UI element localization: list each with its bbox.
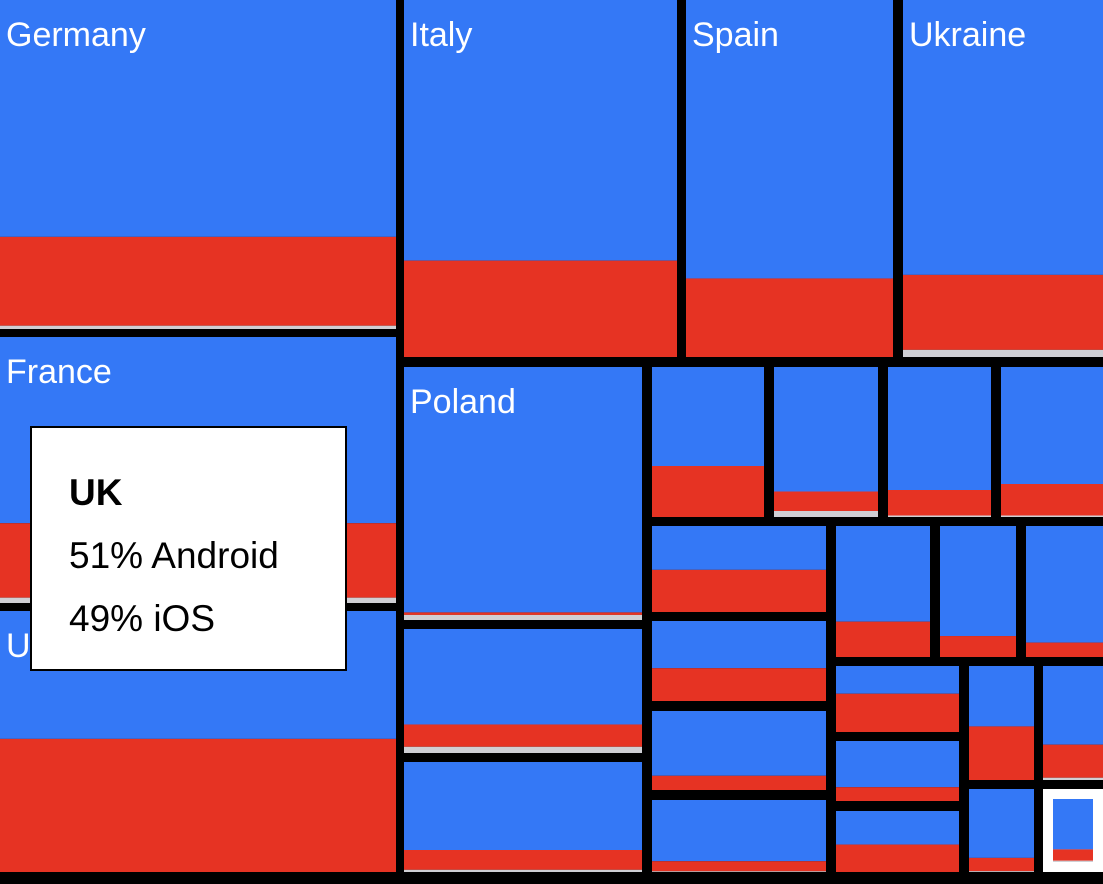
- ios-segment-8[interactable]: [774, 367, 878, 492]
- ios-segment-9[interactable]: [888, 367, 991, 490]
- ios-segment-18[interactable]: [652, 711, 826, 776]
- ios-segment-25[interactable]: [969, 789, 1034, 858]
- other-segment-16[interactable]: [404, 869, 642, 872]
- ios-segment-7[interactable]: [652, 367, 764, 466]
- android-segment-24[interactable]: [836, 844, 959, 872]
- android-segment-15[interactable]: [404, 724, 642, 747]
- android-segment-12[interactable]: [836, 621, 930, 657]
- ios-segment-26[interactable]: [1053, 799, 1093, 850]
- android-segment-21[interactable]: [969, 726, 1034, 780]
- android-segment-18[interactable]: [652, 775, 826, 790]
- other-segment-22[interactable]: [1043, 777, 1103, 780]
- other-segment-10[interactable]: [1001, 515, 1103, 518]
- other-segment-6[interactable]: [404, 614, 642, 620]
- ios-segment-23[interactable]: [836, 741, 959, 788]
- android-segment-11[interactable]: [652, 569, 826, 612]
- android-segment-6[interactable]: [404, 612, 642, 615]
- ios-segment-4[interactable]: [686, 0, 893, 279]
- android-segment-3[interactable]: [404, 260, 677, 357]
- android-segment-26[interactable]: [1053, 849, 1093, 861]
- ios-segment-13[interactable]: [940, 526, 1016, 637]
- ios-segment-17[interactable]: [652, 621, 826, 669]
- ios-segment-21[interactable]: [969, 666, 1034, 727]
- android-segment-19[interactable]: [652, 861, 826, 872]
- ios-segment-12[interactable]: [836, 526, 930, 622]
- ios-segment-0[interactable]: [0, 0, 396, 237]
- ios-segment-19[interactable]: [652, 800, 826, 862]
- ios-segment-11[interactable]: [652, 526, 826, 570]
- android-segment-14[interactable]: [1026, 642, 1103, 657]
- other-segment-25[interactable]: [969, 871, 1034, 872]
- country-label-3: Italy: [410, 16, 472, 54]
- android-segment-17[interactable]: [652, 668, 826, 701]
- tooltip: UK 51% Android 49% iOS: [30, 426, 347, 671]
- android-segment-23[interactable]: [836, 787, 959, 801]
- other-segment-9[interactable]: [888, 515, 991, 518]
- other-segment-19[interactable]: [652, 871, 826, 872]
- ios-segment-6[interactable]: [404, 367, 642, 613]
- ios-segment-3[interactable]: [404, 0, 677, 261]
- ios-segment-16[interactable]: [404, 762, 642, 850]
- android-segment-4[interactable]: [686, 278, 893, 357]
- country-label-5: Ukraine: [909, 16, 1026, 54]
- country-label-4: Spain: [692, 16, 779, 54]
- other-segment-26[interactable]: [1053, 860, 1093, 862]
- android-segment-9[interactable]: [888, 490, 991, 516]
- android-segment-10[interactable]: [1001, 484, 1103, 516]
- country-label-0: Germany: [6, 16, 146, 54]
- ios-segment-5[interactable]: [903, 0, 1103, 275]
- other-segment-5[interactable]: [903, 349, 1103, 357]
- android-segment-0[interactable]: [0, 236, 396, 326]
- android-segment-8[interactable]: [774, 491, 878, 512]
- ios-segment-15[interactable]: [404, 629, 642, 725]
- tooltip-android-share: 51% Android: [69, 535, 279, 576]
- android-segment-22[interactable]: [1043, 744, 1103, 778]
- android-segment-7[interactable]: [652, 466, 764, 517]
- ios-segment-22[interactable]: [1043, 666, 1103, 745]
- other-segment-15[interactable]: [404, 746, 642, 753]
- android-segment-2[interactable]: [0, 738, 396, 872]
- android-segment-5[interactable]: [903, 274, 1103, 350]
- ios-segment-14[interactable]: [1026, 526, 1103, 643]
- android-segment-20[interactable]: [836, 693, 959, 732]
- android-segment-16[interactable]: [404, 850, 642, 870]
- country-label-6: Poland: [410, 383, 516, 421]
- android-segment-25[interactable]: [969, 857, 1034, 872]
- ios-segment-10[interactable]: [1001, 367, 1103, 484]
- ios-segment-24[interactable]: [836, 811, 959, 845]
- other-segment-0[interactable]: [0, 325, 396, 329]
- country-label-1: France: [6, 353, 112, 391]
- android-segment-13[interactable]: [940, 636, 1016, 657]
- tooltip-ios-share: 49% iOS: [69, 598, 216, 639]
- ios-segment-20[interactable]: [836, 666, 959, 694]
- tooltip-title: UK: [69, 472, 123, 513]
- other-segment-8[interactable]: [774, 511, 878, 517]
